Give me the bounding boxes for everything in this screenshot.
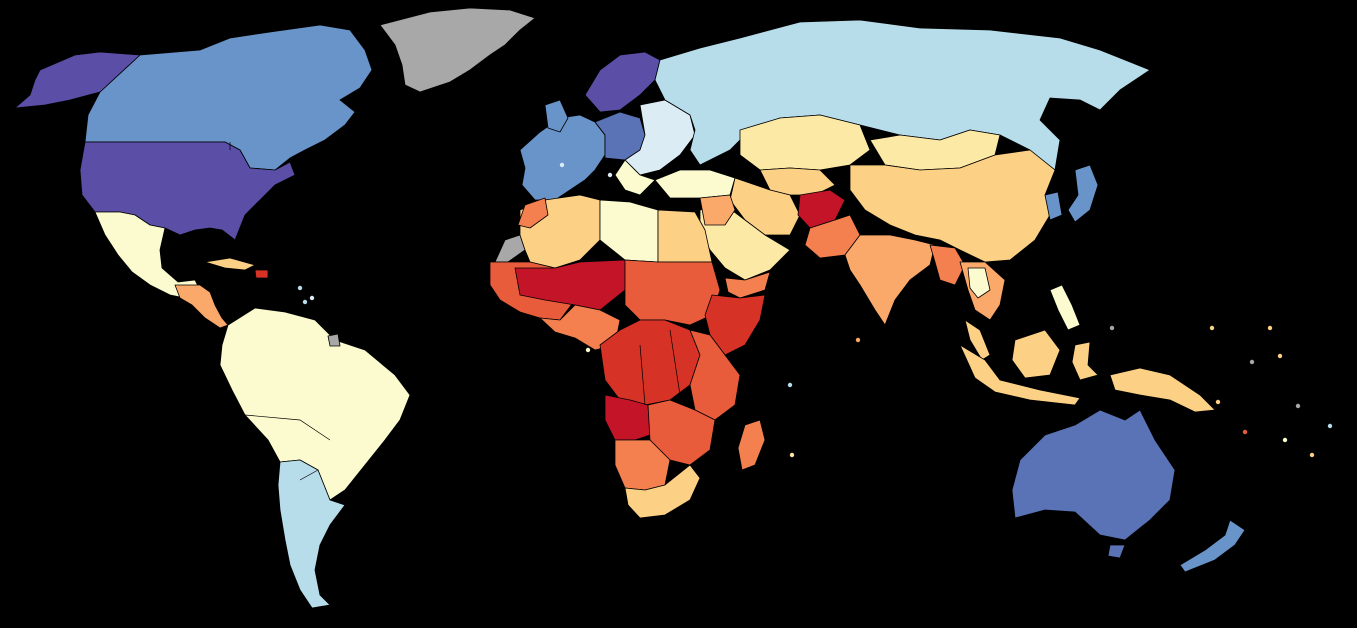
- region-balkans[interactable]: [614, 159, 656, 196]
- island-dot[interactable]: [607, 172, 613, 178]
- region-south-africa[interactable]: [624, 464, 701, 519]
- region-central-america[interactable]: [174, 284, 229, 329]
- region-japan[interactable]: [1067, 164, 1099, 223]
- region-haiti[interactable]: [254, 269, 269, 279]
- region-chad-sudan[interactable]: [624, 259, 721, 326]
- island-dot[interactable]: [585, 347, 591, 353]
- region-western-sahara-no-data[interactable]: [494, 234, 526, 263]
- region-greenland[interactable]: [379, 7, 536, 93]
- region-borneo[interactable]: [1011, 329, 1061, 379]
- region-iran[interactable]: [729, 177, 801, 236]
- region-horn-of-africa[interactable]: [704, 294, 766, 356]
- region-new-guinea[interactable]: [1109, 367, 1216, 413]
- region-turkey[interactable]: [654, 169, 736, 199]
- island-dot[interactable]: [1215, 399, 1221, 405]
- island-dot[interactable]: [1267, 325, 1273, 331]
- region-philippines[interactable]: [1049, 284, 1081, 331]
- region-china[interactable]: [849, 149, 1056, 263]
- region-sulawesi[interactable]: [1071, 341, 1099, 381]
- island-dot[interactable]: [297, 285, 303, 291]
- region-india[interactable]: [844, 234, 936, 326]
- region-morocco[interactable]: [517, 197, 549, 229]
- region-madagascar[interactable]: [737, 419, 766, 471]
- region-mexico[interactable]: [94, 211, 201, 299]
- island-dot[interactable]: [1277, 353, 1283, 359]
- island-dot[interactable]: [302, 299, 308, 305]
- region-sumatra-java[interactable]: [959, 344, 1081, 406]
- island-dot[interactable]: [1309, 452, 1315, 458]
- region-mali-niger[interactable]: [514, 259, 626, 311]
- region-angola-zambia[interactable]: [604, 394, 651, 441]
- region-uk-ireland[interactable]: [544, 99, 569, 133]
- region-yemen[interactable]: [724, 271, 771, 299]
- small-islands: [297, 162, 1333, 458]
- region-myanmar-bangladesh[interactable]: [929, 244, 966, 286]
- island-dot[interactable]: [1249, 359, 1255, 365]
- island-dot[interactable]: [789, 452, 795, 458]
- island-dot[interactable]: [1242, 429, 1248, 435]
- region-australia[interactable]: [1011, 409, 1176, 541]
- island-dot[interactable]: [1209, 325, 1215, 331]
- island-dot[interactable]: [1109, 325, 1115, 331]
- region-egypt[interactable]: [657, 209, 713, 263]
- region-iraq-syria[interactable]: [699, 194, 736, 226]
- region-korea[interactable]: [1044, 191, 1063, 221]
- region-alaska[interactable]: [14, 51, 141, 109]
- region-argentina-chile[interactable]: [277, 459, 346, 609]
- island-dot[interactable]: [1295, 403, 1301, 409]
- region-guiana-no-data[interactable]: [327, 333, 341, 347]
- island-dot[interactable]: [559, 162, 565, 168]
- island-dot[interactable]: [855, 337, 861, 343]
- island-dot[interactable]: [309, 295, 315, 301]
- region-cuba[interactable]: [204, 257, 256, 271]
- region-libya[interactable]: [599, 199, 659, 263]
- region-tasmania[interactable]: [1107, 544, 1126, 559]
- country-borders: [229, 94, 681, 481]
- region-south-america-north[interactable]: [219, 307, 411, 501]
- region-east-africa[interactable]: [689, 329, 741, 421]
- island-dot[interactable]: [787, 382, 793, 388]
- island-dot[interactable]: [1327, 423, 1333, 429]
- island-dot[interactable]: [1282, 437, 1288, 443]
- region-new-zealand[interactable]: [1179, 519, 1246, 573]
- region-malay-peninsula[interactable]: [964, 319, 991, 361]
- region-laos[interactable]: [967, 267, 991, 299]
